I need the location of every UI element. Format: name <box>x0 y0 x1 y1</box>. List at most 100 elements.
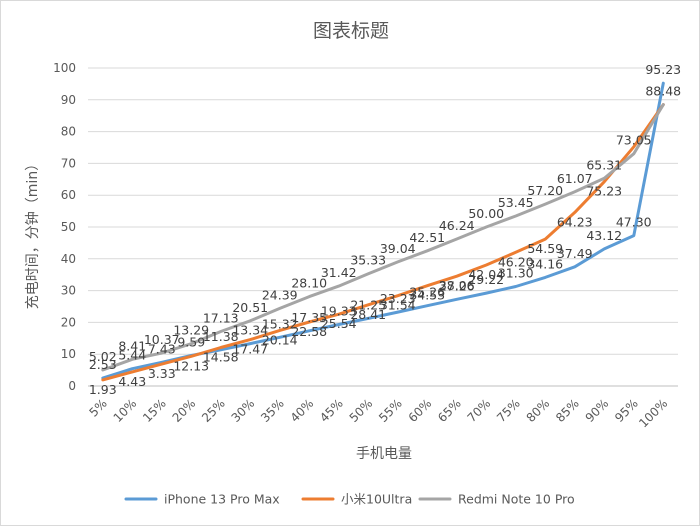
gridlines <box>88 67 678 387</box>
data-label: 22.58 <box>291 324 327 339</box>
y-tick-label: 70 <box>61 156 76 170</box>
data-label: 25.26 <box>409 285 445 300</box>
series-line-1 <box>101 103 665 382</box>
data-label: 13.29 <box>173 323 209 338</box>
data-label: 3.33 <box>148 366 176 381</box>
x-tick-label: 55% <box>376 396 405 425</box>
data-label: 27.26 <box>439 278 475 293</box>
x-tick-label: 65% <box>435 396 464 425</box>
data-label: 13.34 <box>232 323 268 338</box>
data-label: 5.44 <box>118 348 146 363</box>
data-label: 88.48 <box>645 84 681 99</box>
x-tick-label: 80% <box>524 396 553 425</box>
data-label: 42.04 <box>468 267 504 282</box>
data-label: 9.59 <box>177 335 205 350</box>
data-labels: 2.535.44 7.43 9.5911.3813.3415.3217.3519.3… <box>89 62 681 397</box>
data-label: 53.45 <box>498 195 534 210</box>
data-label: 61.07 <box>557 171 593 186</box>
data-label: 12.13 <box>173 358 209 373</box>
data-label: 42.51 <box>409 230 445 245</box>
data-label: 73.05 <box>616 133 652 148</box>
data-label: 20.14 <box>262 332 298 347</box>
data-label: 54.59 <box>527 241 563 256</box>
data-label: 35.33 <box>350 253 386 268</box>
data-label: 17.47 <box>232 342 268 357</box>
legend: iPhone 13 Pro Max 小米10Ultra Redmi Note 10 … <box>124 492 575 507</box>
data-label: 8.41 <box>118 338 146 353</box>
x-tick-label: 30% <box>229 396 258 425</box>
x-axis-title: 手机电量 <box>356 446 412 462</box>
y-tick-label: 20 <box>61 315 76 329</box>
x-axis-tick-labels: 5% 10% 15% 20% 25% 30% 35% 40% 45% 50% 55% 60% 65% 70… <box>87 396 671 430</box>
data-label: 95.23 <box>645 62 681 77</box>
data-label: 31.54 <box>380 298 416 313</box>
x-tick-label: 75% <box>494 396 523 425</box>
y-tick-label: 0 <box>68 379 76 393</box>
data-label: 43.12 <box>586 228 622 243</box>
data-label: 19.33 <box>321 304 357 319</box>
x-tick-label: 85% <box>553 396 582 425</box>
x-tick-label: 50% <box>347 396 376 425</box>
y-axis-title: 充电时间，分钟（min） <box>24 157 41 309</box>
data-label: 31.42 <box>321 265 357 280</box>
data-label: 21.25 <box>350 297 386 312</box>
data-label: 28.10 <box>291 276 327 291</box>
x-tick-label: 90% <box>583 396 612 425</box>
data-label: 75.23 <box>586 184 622 199</box>
data-label: 15.32 <box>262 316 298 331</box>
y-tick-label: 50 <box>61 220 76 234</box>
chart-title: 图表标题 <box>313 20 389 42</box>
y-tick-label: 40 <box>61 252 76 266</box>
data-label: 17.35 <box>291 310 327 325</box>
series-line-2 <box>101 103 665 372</box>
data-label: 17.13 <box>203 311 239 326</box>
y-axis-tick-labels: 0 10 20 30 40 50 60 70 80 90 100 <box>53 61 76 393</box>
data-label: 29.22 <box>468 272 504 287</box>
x-tick-label: 5% <box>87 396 110 419</box>
data-label: 34.16 <box>527 256 563 271</box>
x-tick-label: 25% <box>199 396 228 425</box>
legend-label: iPhone 13 Pro Max <box>164 492 280 507</box>
data-label: 64.23 <box>557 214 593 229</box>
data-label: 57.20 <box>527 183 563 198</box>
x-tick-label: 15% <box>140 396 169 425</box>
data-label: 11.38 <box>203 329 239 344</box>
data-label: 34.53 <box>409 288 445 303</box>
data-label: 65.31 <box>586 157 622 172</box>
x-tick-label: 60% <box>406 396 435 425</box>
x-tick-label: 10% <box>111 396 140 425</box>
x-tick-label: 20% <box>170 396 199 425</box>
series-lines <box>101 81 665 382</box>
data-label: 38.06 <box>439 278 475 293</box>
y-tick-label: 100 <box>53 61 76 75</box>
x-tick-label: 35% <box>258 396 287 425</box>
legend-label: Redmi Note 10 Pro <box>458 492 575 507</box>
legend-label: 小米10Ultra <box>341 492 412 507</box>
data-label: 4.43 <box>118 374 146 389</box>
data-label: 14.58 <box>203 350 239 365</box>
data-label: 7.43 <box>148 341 176 356</box>
y-tick-label: 80 <box>61 125 76 139</box>
data-label: 25.54 <box>321 316 357 331</box>
data-label: 50.00 <box>468 206 504 221</box>
y-tick-label: 30 <box>61 284 76 298</box>
data-label: 31.30 <box>498 265 534 280</box>
y-tick-label: 90 <box>61 93 76 107</box>
x-tick-label: 100% <box>636 396 670 430</box>
data-label: 5.02 <box>89 349 117 364</box>
x-tick-label: 45% <box>317 396 346 425</box>
y-tick-label: 10 <box>61 347 76 361</box>
data-label: 20.51 <box>232 300 268 315</box>
data-label: 46.24 <box>439 218 475 233</box>
data-label: 39.04 <box>380 241 416 256</box>
data-label: 28.41 <box>350 307 386 322</box>
data-label: 46.20 <box>498 254 534 269</box>
data-label: 23.23 <box>380 291 416 306</box>
y-tick-label: 60 <box>61 188 76 202</box>
x-tick-label: 40% <box>288 396 317 425</box>
data-label: 1.93 <box>89 382 117 397</box>
data-label: 2.53 <box>89 357 117 372</box>
data-label: 37.49 <box>557 246 593 261</box>
